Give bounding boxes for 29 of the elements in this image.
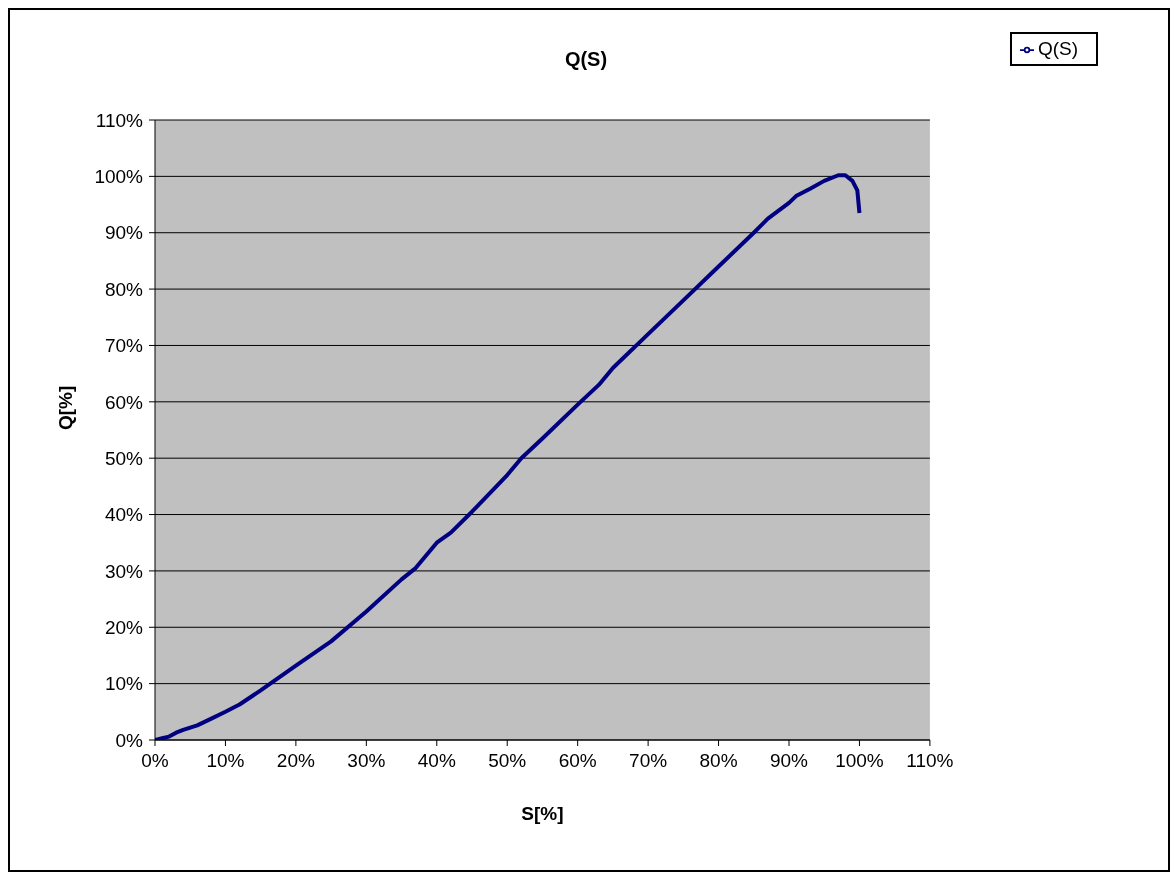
line-series [155,173,862,740]
x-tick-label: 60% [558,750,597,772]
x-tick-label: 30% [347,750,386,772]
x-axis-title: S[%] [521,803,564,824]
y-tick-label: 50% [104,447,144,469]
y-tick-label: 110% [95,109,144,131]
x-tick-label: 0% [141,750,169,772]
legend-label: Q(S) [1037,38,1078,59]
y-tick-label: 100% [94,166,144,188]
y-tick-label: 0% [115,729,144,751]
y-tick-label: 80% [104,278,144,300]
y-tick-label: 60% [104,391,144,413]
y-tick-label: 30% [104,560,144,582]
x-tick-label: 100% [835,750,884,772]
x-tick-label: 40% [417,750,456,772]
x-tick-label: 90% [769,750,809,772]
y-tick-label: 40% [104,504,144,526]
x-tick-label: 50% [488,750,527,772]
y-tick-label: 20% [104,617,144,639]
y-tick-label: 10% [104,673,144,695]
x-tick-label: 110% [906,750,954,772]
x-tick-label: 80% [699,750,738,772]
x-tick-label: 70% [629,750,668,772]
x-tick-label: 20% [276,750,316,772]
y-tick-label: 90% [104,222,144,244]
chart-title: Q(S) [563,48,609,71]
y-tick-label: 70% [104,335,144,357]
y-axis-title: Q[%] [54,385,76,430]
x-tick-label: 10% [206,750,245,772]
